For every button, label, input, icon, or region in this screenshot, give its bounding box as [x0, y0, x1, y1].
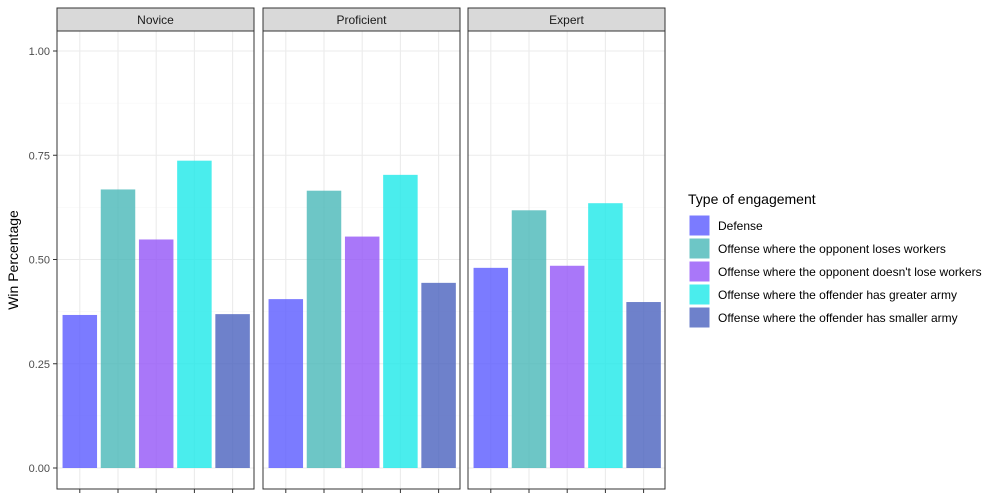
legend-label: Offense where the offender has greater a… — [718, 288, 957, 302]
y-tick-label: 0.50 — [29, 255, 50, 267]
y-tick-label: 1.00 — [29, 46, 50, 58]
bar — [215, 314, 250, 468]
legend-label: Defense — [718, 219, 763, 233]
legend-item: Offense where the opponent doesn't lose … — [689, 261, 982, 282]
facet-panel-expert: Expert — [467, 7, 666, 493]
bar — [62, 314, 98, 468]
bar — [344, 236, 380, 468]
legend-swatch — [689, 215, 710, 236]
legend-item: Defense — [689, 215, 763, 236]
legend-swatch — [689, 261, 710, 282]
legend-label: Offense where the opponent loses workers — [718, 242, 946, 256]
facet-strip-label: Expert — [549, 13, 584, 27]
bar — [549, 265, 585, 468]
facet-panels: Novice Proficient Expert — [56, 7, 666, 493]
bar — [100, 189, 136, 468]
legend-items: Defense Offense where the opponent loses … — [689, 215, 982, 328]
y-tick-label: 0.25 — [29, 359, 50, 371]
facet-panel-proficient: Proficient — [262, 7, 461, 493]
bar — [383, 174, 418, 468]
y-tick-label: 0.75 — [29, 150, 50, 162]
legend-swatch — [689, 284, 710, 305]
bar — [138, 239, 174, 468]
bar — [268, 299, 304, 468]
bar — [473, 267, 509, 468]
legend-item: Offense where the offender has greater a… — [689, 284, 957, 305]
y-axis: 0.00 0.25 0.50 0.75 1.00 — [29, 46, 57, 475]
y-axis-title: Win Percentage — [5, 210, 21, 310]
bar — [511, 210, 547, 468]
facet-strip-label: Novice — [137, 13, 174, 27]
legend: Type of engagement Defense Offense where … — [688, 191, 982, 328]
panel-border — [262, 30, 461, 490]
facet-strip-label: Proficient — [336, 13, 387, 27]
legend-swatch — [689, 238, 710, 259]
bar — [626, 302, 661, 468]
facet-panel-novice: Novice — [56, 7, 255, 493]
legend-item: Offense where the offender has smaller a… — [689, 307, 958, 328]
y-tick-label: 0.00 — [29, 463, 50, 475]
legend-label: Offense where the offender has smaller a… — [718, 311, 958, 325]
legend-swatch — [689, 307, 710, 328]
legend-item: Offense where the opponent loses workers — [689, 238, 946, 259]
bar — [177, 160, 212, 468]
bar — [588, 203, 623, 468]
legend-label: Offense where the opponent doesn't lose … — [718, 265, 982, 279]
panel-border — [467, 30, 666, 490]
legend-title: Type of engagement — [688, 191, 816, 207]
bar — [306, 190, 342, 468]
bar — [421, 282, 456, 468]
